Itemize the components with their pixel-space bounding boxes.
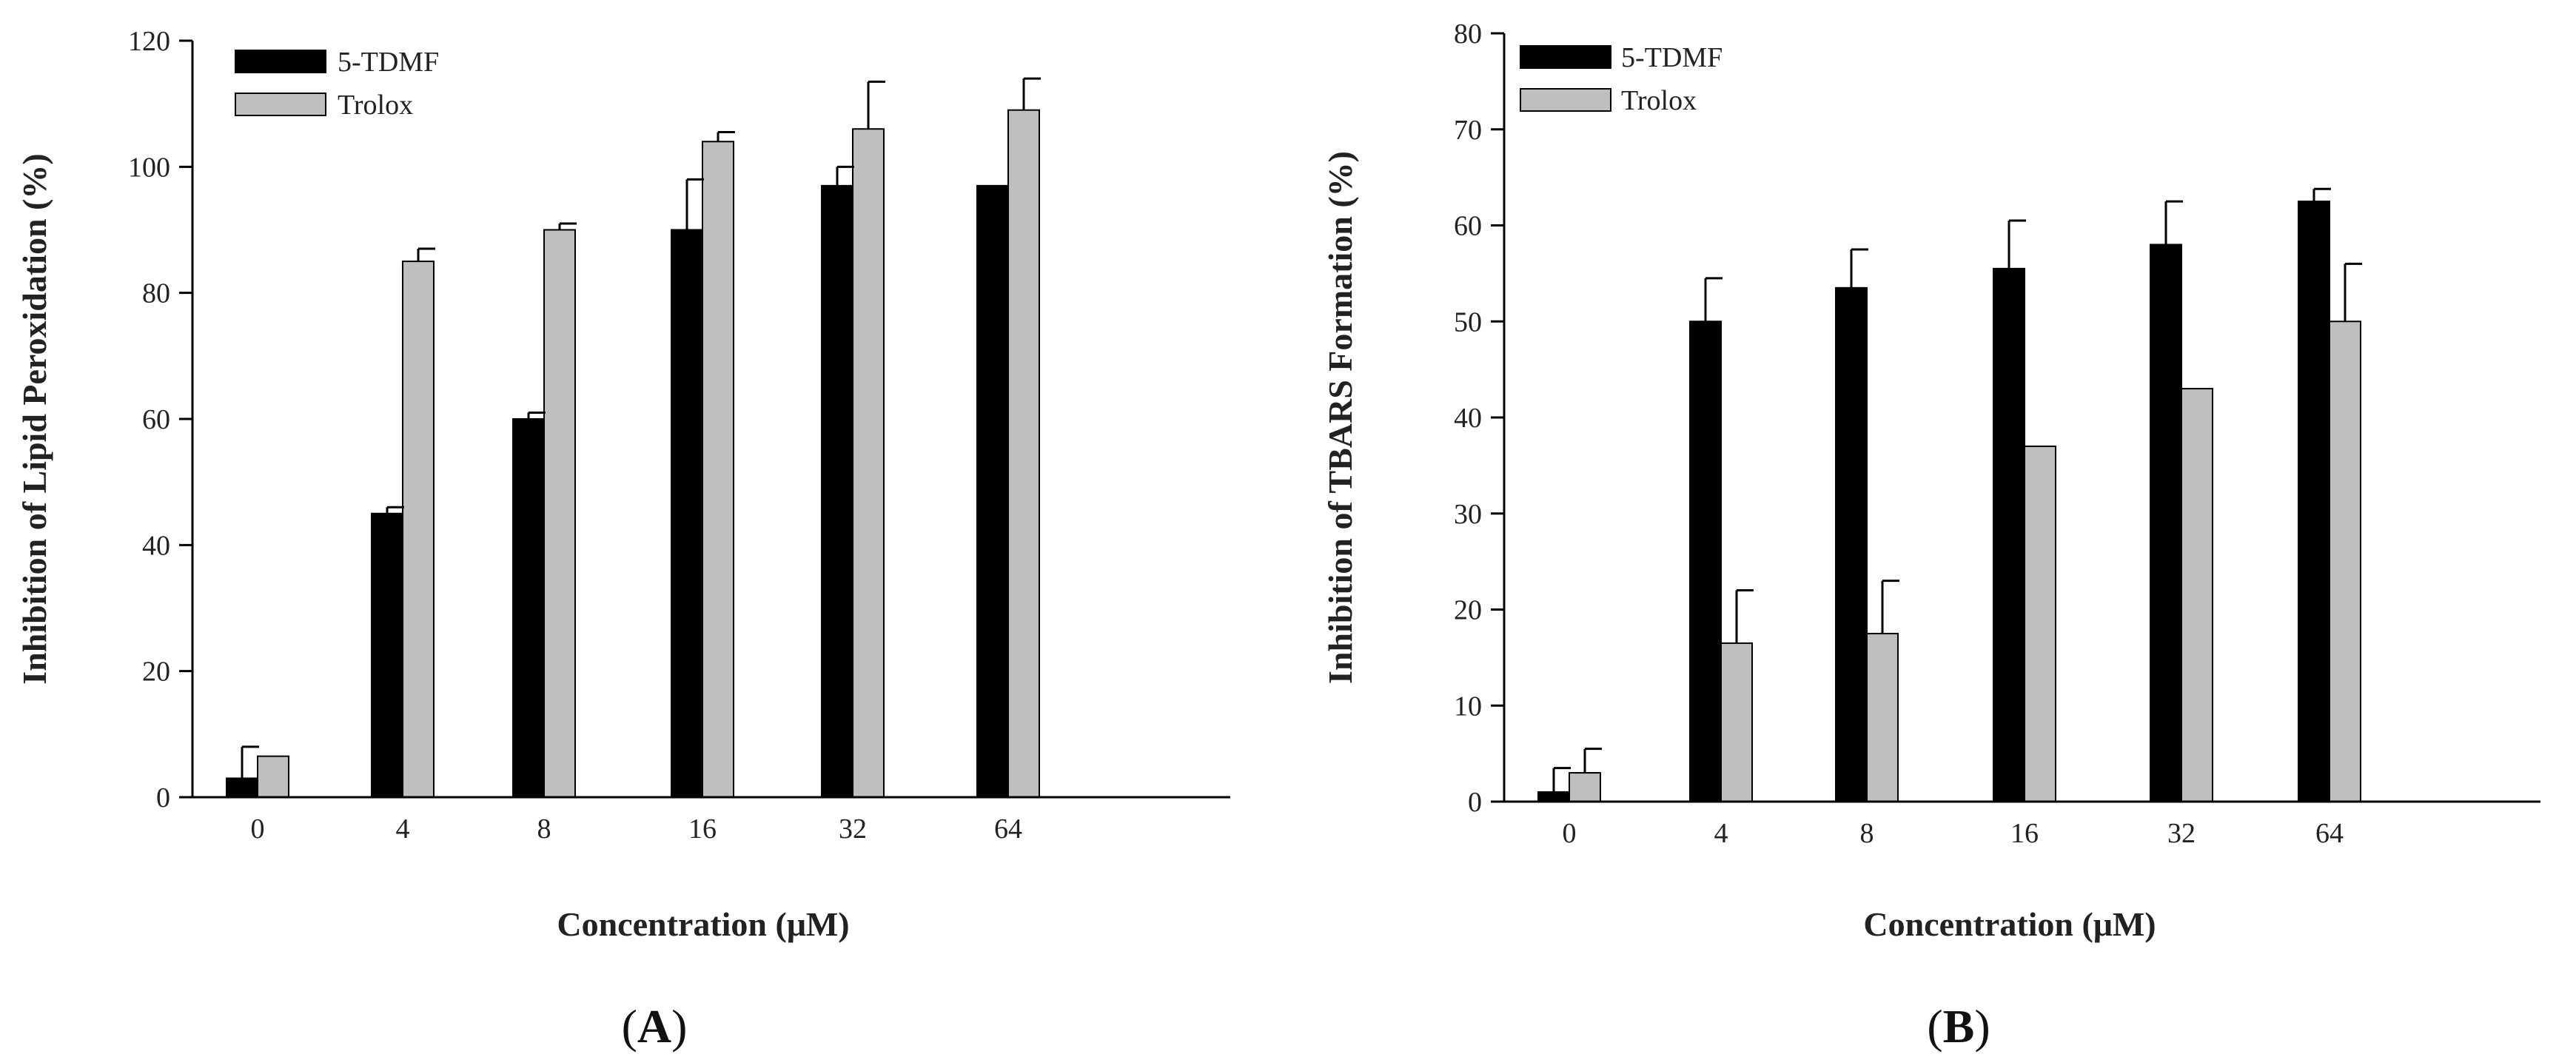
legend-swatch-trolox-a [235, 93, 326, 116]
bar-trolox [257, 755, 289, 798]
bar-5-tdmf [2150, 244, 2182, 802]
y-tick-label: 120 [128, 26, 170, 57]
bar-5-tdmf [1689, 321, 1722, 802]
y-tick-label: 60 [142, 404, 170, 435]
bar-trolox [402, 261, 435, 799]
x-tick-label: 32 [839, 813, 867, 845]
y-tick-label: 0 [1468, 787, 1482, 818]
y-tick-label: 70 [1454, 115, 1482, 146]
y-axis-title-a: Inhibition of Lipid Peroxidation (%) [16, 153, 53, 684]
x-tick-label: 8 [537, 813, 551, 845]
y-tick-label: 80 [142, 278, 170, 309]
bar-trolox [1866, 632, 1899, 802]
bar-trolox [702, 141, 734, 798]
legend-label-5-tdmf-a: 5-TDMF [338, 47, 439, 78]
bar-5-tdmf [1835, 286, 1868, 802]
bar-trolox [2024, 445, 2056, 802]
panel-label-a: (A) [622, 1000, 688, 1053]
x-axis-title-a: Concentration (μM) [557, 905, 849, 943]
bar-5-tdmf [2298, 201, 2330, 802]
bar-5-tdmf [976, 184, 1009, 798]
panel-label-b: (B) [1927, 1000, 1990, 1053]
bar-5-tdmf [1537, 791, 1570, 803]
x-axis-title-b: Concentration (μM) [1863, 905, 2156, 943]
bar-trolox [852, 128, 885, 798]
bar-5-tdmf [226, 777, 258, 798]
y-tick-label: 80 [1454, 19, 1482, 50]
bar-trolox [1569, 772, 1601, 802]
legend-label-5-tdmf-b: 5-TDMF [1621, 42, 1723, 73]
bars-b [1537, 201, 2361, 803]
bar-5-tdmf [512, 418, 545, 798]
y-tick-label: 40 [1454, 403, 1482, 434]
x-ticks-a: 0 4 8 16 32 64 [251, 813, 1023, 845]
error-bars-a [241, 77, 1041, 779]
y-tick-label: 60 [1454, 211, 1482, 242]
x-tick-label: 64 [994, 813, 1022, 845]
x-tick-label: 64 [2315, 818, 2344, 849]
bar-trolox [543, 229, 576, 798]
bar-5-tdmf [1993, 267, 2025, 802]
y-tick-label: 20 [142, 657, 170, 688]
legend-swatch-5-tdmf-a [235, 50, 326, 73]
x-tick-label: 16 [2010, 818, 2039, 849]
panel-letter-b: B [1943, 1000, 1975, 1053]
legend-swatch-5-tdmf-b [1520, 45, 1611, 69]
x-tick-label: 0 [1563, 818, 1577, 849]
bars-a [226, 109, 1040, 799]
x-tick-label: 4 [396, 813, 410, 845]
error-bars-b [1552, 187, 2362, 793]
legend-swatch-trolox-b [1520, 88, 1611, 112]
bar-5-tdmf [671, 229, 703, 798]
y-tick-label: 50 [1454, 306, 1482, 338]
bar-trolox [1720, 642, 1753, 802]
panel-letter-a: A [637, 1000, 671, 1053]
bar-trolox [2181, 388, 2213, 802]
x-tick-label: 8 [1860, 818, 1874, 849]
bar-trolox [2329, 321, 2361, 802]
y-tick-label: 20 [1454, 595, 1482, 626]
y-tick-label: 40 [142, 530, 170, 561]
x-tick-label: 16 [688, 813, 717, 845]
y-tick-label: 100 [128, 152, 170, 183]
y-ticks-b: 0 10 20 30 40 50 60 70 80 [1454, 19, 1504, 818]
x-tick-label: 4 [1714, 818, 1728, 849]
bar-5-tdmf [371, 512, 403, 798]
bar-5-tdmf [821, 184, 853, 798]
bar-trolox [1007, 109, 1040, 798]
y-tick-label: 30 [1454, 499, 1482, 530]
y-tick-label: 0 [156, 782, 170, 813]
x-tick-label: 0 [251, 813, 265, 845]
y-ticks-a: 0 20 40 60 80 100 120 [128, 26, 192, 813]
legend-label-trolox-a: Trolox [338, 90, 413, 121]
chart-panel-b: 0 10 20 30 40 50 60 70 80 0 4 8 16 32 64 5-TDMF Trolo… [1321, 19, 2540, 1053]
legend-b: 5-TDMF Trolox [1520, 42, 1723, 116]
y-tick-label: 10 [1454, 691, 1482, 722]
legend-a: 5-TDMF Trolox [235, 47, 439, 121]
legend-label-trolox-b: Trolox [1621, 85, 1697, 116]
y-axis-title-b: Inhibition of TBARS Formation (%) [1321, 151, 1359, 684]
x-ticks-b: 0 4 8 16 32 64 [1563, 818, 2344, 849]
x-tick-label: 32 [2167, 818, 2196, 849]
